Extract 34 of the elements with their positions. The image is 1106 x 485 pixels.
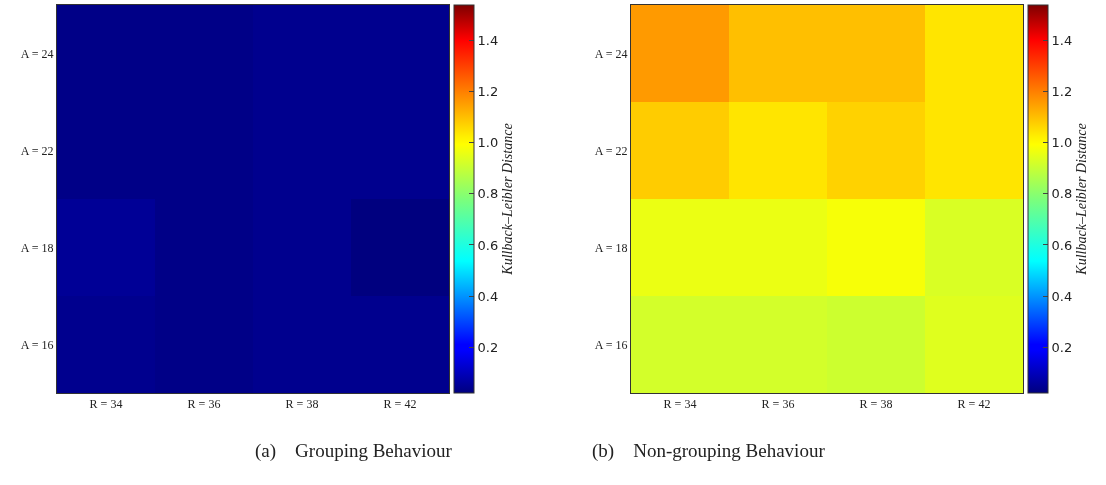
x-tick-label: R = 34 bbox=[663, 397, 697, 412]
color-bar-label: 0.8 bbox=[1051, 186, 1073, 202]
y-tick-label: A = 18 bbox=[594, 240, 628, 255]
color-bar-label: 1.4 bbox=[477, 33, 499, 49]
y-tick-label: A = 16 bbox=[20, 337, 54, 352]
text: (b) Non-grouping Behaviour bbox=[592, 440, 826, 462]
y-tick-label: A = 18 bbox=[20, 240, 54, 255]
x-tick-label: R = 34 bbox=[89, 397, 123, 412]
color-bar-label: 1.2 bbox=[1051, 84, 1073, 100]
y-tick-label: A = 22 bbox=[20, 143, 54, 158]
color-bar-label: 1.2 bbox=[477, 84, 499, 100]
y-tick-label: A = 24 bbox=[594, 46, 628, 61]
color-bar-label: 1.0 bbox=[1051, 135, 1073, 151]
x-tick-label: R = 42 bbox=[957, 397, 991, 412]
color-bar-label: 0.6 bbox=[1051, 237, 1073, 253]
color-bar-label: 0.2 bbox=[477, 339, 499, 355]
color-bar-label: 1.0 bbox=[477, 135, 499, 151]
color-bar-label: 0.2 bbox=[1051, 339, 1073, 355]
color-bar-label: 1.4 bbox=[1051, 33, 1073, 49]
x-tick-label: R = 42 bbox=[383, 397, 417, 412]
x-tick-label: R = 36 bbox=[187, 397, 221, 412]
y-tick-label: A = 24 bbox=[20, 46, 54, 61]
y-tick-label: A = 16 bbox=[594, 337, 628, 352]
color-bar-label: 0.4 bbox=[477, 288, 499, 304]
color-bar-title: Kullback–Leibler Distance bbox=[500, 123, 516, 276]
color-bar-label: 0.8 bbox=[477, 186, 499, 202]
color-bar-title: Kullback–Leibler Distance bbox=[1074, 123, 1090, 276]
x-tick-label: R = 38 bbox=[285, 397, 319, 412]
x-tick-label: R = 38 bbox=[859, 397, 893, 412]
text: (a) Grouping Behaviour bbox=[255, 440, 453, 462]
x-tick-label: R = 36 bbox=[761, 397, 795, 412]
color-bar-label: 0.6 bbox=[477, 237, 499, 253]
color-bar-label: 0.4 bbox=[1051, 288, 1073, 304]
y-tick-label: A = 22 bbox=[594, 143, 628, 158]
